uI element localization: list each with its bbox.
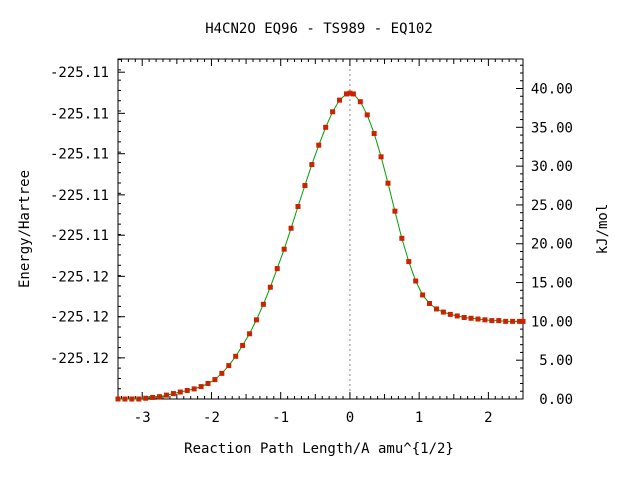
x-axis-title: Reaction Path Length/A amu^{1/2}	[184, 441, 454, 457]
data-point	[406, 259, 412, 265]
data-point	[364, 112, 370, 118]
data-point	[323, 124, 329, 130]
data-point	[330, 109, 336, 115]
data-point	[226, 363, 232, 369]
data-point	[309, 162, 315, 168]
data-point	[392, 208, 398, 214]
data-point	[357, 99, 363, 105]
y-right-tick-label: 30.00	[531, 159, 573, 175]
plot-frame	[117, 58, 524, 400]
x-tick-label: -1	[272, 410, 289, 426]
data-point	[433, 306, 439, 312]
data-point	[219, 370, 225, 376]
y-right-tick-label: 15.00	[531, 276, 573, 292]
y-axis-right-title: kJ/mol	[595, 204, 611, 255]
y-right-tick-label: 25.00	[531, 198, 573, 214]
y-left-tick-label: -225.12	[50, 351, 109, 367]
data-point	[184, 387, 190, 393]
x-tick-label: 2	[484, 410, 492, 426]
y-right-tick-label: 35.00	[531, 120, 573, 136]
data-point	[150, 394, 156, 400]
data-point	[503, 318, 509, 324]
data-point	[385, 180, 391, 186]
data-point	[316, 142, 322, 148]
energy-profile-line	[118, 92, 523, 400]
data-point	[347, 90, 353, 96]
data-point	[510, 318, 516, 324]
plot-area: -3 -2 -1 0 1 20.005.0010.0015.0020.0025.0030.…	[50, 58, 573, 426]
data-point	[461, 314, 467, 320]
x-tick-label: 1	[415, 410, 423, 426]
y-right-tick-label: 0.00	[539, 392, 573, 408]
data-point	[343, 91, 349, 97]
y-left-tick-label: -225.12	[50, 269, 109, 285]
y-right-tick-label: 20.00	[531, 237, 573, 253]
data-point	[295, 203, 301, 209]
data-point	[475, 316, 481, 322]
data-point	[240, 342, 246, 348]
data-point	[489, 318, 495, 324]
data-point	[157, 394, 163, 400]
x-tick-label: 0	[346, 410, 354, 426]
data-point	[253, 317, 259, 323]
y-right-tick-label: 5.00	[539, 353, 573, 369]
data-point	[378, 154, 384, 160]
data-point	[427, 301, 433, 307]
data-point	[413, 278, 419, 284]
y-left-tick-label: -225.11	[50, 188, 109, 204]
data-point	[440, 309, 446, 315]
data-point	[288, 225, 294, 231]
y-left-tick-label: -225.11	[50, 65, 109, 81]
data-point	[143, 395, 149, 401]
data-point	[281, 246, 287, 252]
data-point	[482, 317, 488, 323]
y-left-tick-label: -225.12	[50, 310, 109, 326]
y-left-tick-label: -225.11	[50, 228, 109, 244]
y-left-tick-label: -225.11	[50, 106, 109, 122]
data-point	[233, 353, 239, 359]
y-axis-left-title: Energy/Hartree	[17, 170, 33, 288]
y-left-tick-label: -225.11	[50, 147, 109, 163]
data-point	[447, 311, 453, 317]
data-point	[454, 313, 460, 319]
data-point	[122, 396, 128, 402]
data-point	[191, 386, 197, 392]
data-point	[274, 266, 280, 272]
data-point	[399, 235, 405, 241]
data-point	[170, 391, 176, 397]
x-tick-label: -2	[203, 410, 220, 426]
data-point	[212, 377, 218, 383]
data-point	[337, 97, 343, 103]
data-point	[371, 131, 377, 137]
y-right-tick-label: 10.00	[531, 314, 573, 330]
data-point	[115, 396, 121, 402]
data-point	[205, 380, 211, 386]
data-point	[129, 396, 135, 402]
data-point	[468, 315, 474, 321]
y-right-tick-label: 40.00	[531, 81, 573, 97]
data-point	[247, 331, 253, 337]
data-point	[302, 183, 308, 189]
data-point	[260, 301, 266, 307]
chart-title: H4CN2O EQ96 - TS989 - EQ102	[205, 21, 433, 37]
x-tick-label: -3	[134, 410, 151, 426]
data-point	[496, 318, 502, 324]
data-point	[163, 392, 169, 398]
data-point	[267, 284, 273, 290]
data-point	[350, 91, 356, 97]
data-point	[136, 396, 142, 402]
data-point	[420, 292, 426, 298]
data-point	[198, 384, 204, 390]
data-point	[517, 318, 523, 324]
data-point	[177, 389, 183, 395]
data-point	[520, 318, 526, 324]
